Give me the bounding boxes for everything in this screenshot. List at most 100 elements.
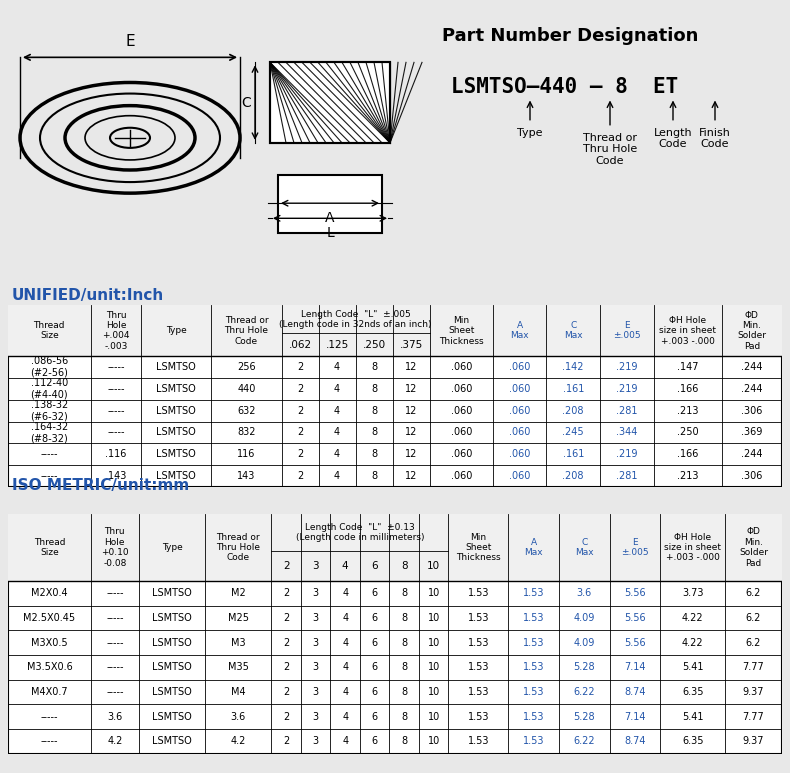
- Text: 5.28: 5.28: [574, 712, 595, 722]
- Text: C: C: [241, 96, 251, 110]
- Text: 116: 116: [237, 449, 256, 459]
- Text: .060: .060: [450, 362, 472, 372]
- Text: 10: 10: [427, 638, 440, 648]
- Text: 3: 3: [312, 561, 319, 571]
- Text: Thread
Size: Thread Size: [33, 321, 65, 340]
- Text: E
±.005: E ±.005: [613, 321, 641, 340]
- Bar: [8, 400, 782, 421]
- Text: LSMTSO: LSMTSO: [156, 471, 196, 481]
- Text: 10: 10: [427, 561, 440, 571]
- Text: 8: 8: [401, 588, 408, 598]
- Text: 8: 8: [401, 712, 408, 722]
- Text: 7.77: 7.77: [743, 662, 765, 673]
- Text: 1.53: 1.53: [523, 613, 544, 623]
- Text: UNIFIED/unit:Inch: UNIFIED/unit:Inch: [12, 288, 164, 303]
- Bar: [8, 421, 782, 444]
- Text: .213: .213: [677, 406, 698, 416]
- Text: .060: .060: [509, 427, 530, 438]
- Text: 2: 2: [297, 362, 303, 372]
- Text: .344: .344: [616, 427, 638, 438]
- Text: 3.73: 3.73: [682, 588, 703, 598]
- Text: 4: 4: [342, 737, 348, 747]
- Text: -----: -----: [107, 362, 125, 372]
- Text: 8: 8: [371, 427, 377, 438]
- Text: 3: 3: [313, 588, 319, 598]
- Text: 7.14: 7.14: [624, 712, 646, 722]
- Text: .244: .244: [741, 449, 762, 459]
- Text: Part Number Designation: Part Number Designation: [442, 27, 698, 45]
- Text: 8: 8: [401, 638, 408, 648]
- Text: LSMTSO: LSMTSO: [156, 427, 196, 438]
- Text: -----: -----: [106, 638, 123, 648]
- Text: 1.53: 1.53: [523, 737, 544, 747]
- Text: 8: 8: [371, 471, 377, 481]
- Text: M2X0.4: M2X0.4: [31, 588, 68, 598]
- Text: 4.2: 4.2: [231, 737, 246, 747]
- Text: 8: 8: [401, 561, 408, 571]
- Text: -----: -----: [40, 737, 58, 747]
- Text: 3: 3: [313, 737, 319, 747]
- Text: 9.37: 9.37: [743, 687, 764, 697]
- Text: Length
Code: Length Code: [653, 128, 692, 149]
- Text: .219: .219: [616, 384, 638, 394]
- Text: Min
Sheet
Thickness: Min Sheet Thickness: [456, 533, 501, 563]
- Text: M35: M35: [228, 662, 249, 673]
- Text: 4: 4: [342, 662, 348, 673]
- Text: 1.53: 1.53: [523, 662, 544, 673]
- Text: LSMTSO–440 – 8  ET: LSMTSO–440 – 8 ET: [451, 77, 679, 97]
- Text: .281: .281: [616, 471, 638, 481]
- Text: 12: 12: [405, 449, 417, 459]
- Text: 10: 10: [427, 588, 440, 598]
- Text: .138-32
(#6-32): .138-32 (#6-32): [30, 400, 68, 421]
- Bar: [8, 729, 782, 754]
- Text: .244: .244: [741, 384, 762, 394]
- Text: LSMTSO: LSMTSO: [152, 712, 192, 722]
- Text: 6.2: 6.2: [746, 613, 762, 623]
- Text: C
Max: C Max: [564, 321, 582, 340]
- Text: E
±.005: E ±.005: [621, 538, 649, 557]
- Text: 2: 2: [283, 687, 289, 697]
- Text: Thru
Hole
+.004
-.003: Thru Hole +.004 -.003: [102, 311, 130, 351]
- Text: Type: Type: [162, 543, 182, 552]
- Text: 6.35: 6.35: [682, 737, 703, 747]
- Text: 1.53: 1.53: [468, 588, 489, 598]
- Text: 4.2: 4.2: [107, 737, 122, 747]
- Text: 2: 2: [297, 384, 303, 394]
- Text: M25: M25: [228, 613, 249, 623]
- Text: 1.53: 1.53: [523, 712, 544, 722]
- Text: 2: 2: [283, 588, 289, 598]
- Text: .060: .060: [450, 406, 472, 416]
- Text: ΦD
Min.
Solder
Pad: ΦD Min. Solder Pad: [739, 527, 768, 567]
- Text: 4: 4: [342, 638, 348, 648]
- Text: Thread or
Thru Hole
Code: Thread or Thru Hole Code: [583, 133, 637, 166]
- Text: 8: 8: [401, 737, 408, 747]
- Text: 4: 4: [342, 588, 348, 598]
- Bar: [8, 305, 782, 356]
- Text: 4.22: 4.22: [682, 638, 704, 648]
- Text: 6: 6: [371, 561, 378, 571]
- Text: 3.6: 3.6: [231, 712, 246, 722]
- Text: .213: .213: [677, 471, 698, 481]
- Text: .244: .244: [741, 362, 762, 372]
- Text: .375: .375: [400, 340, 423, 349]
- Text: .164-32
(#8-32): .164-32 (#8-32): [30, 422, 68, 443]
- Text: 4: 4: [334, 406, 340, 416]
- Text: 12: 12: [405, 384, 417, 394]
- Text: 1.53: 1.53: [523, 588, 544, 598]
- Text: A
Max: A Max: [510, 321, 529, 340]
- Text: 3: 3: [313, 662, 319, 673]
- Text: ISO METRIC/unit:mm: ISO METRIC/unit:mm: [12, 478, 189, 492]
- Text: ΦD
Min.
Solder
Pad: ΦD Min. Solder Pad: [737, 311, 766, 351]
- Text: LSMTSO: LSMTSO: [152, 662, 192, 673]
- Text: .219: .219: [616, 449, 638, 459]
- Text: .281: .281: [616, 406, 638, 416]
- Text: 2: 2: [297, 471, 303, 481]
- Text: -----: -----: [40, 471, 58, 481]
- Text: .250: .250: [363, 340, 386, 349]
- Text: 6: 6: [371, 638, 378, 648]
- Text: 10: 10: [427, 712, 440, 722]
- Text: 8: 8: [371, 384, 377, 394]
- Text: 440: 440: [237, 384, 256, 394]
- Text: 8: 8: [371, 406, 377, 416]
- Text: 10: 10: [427, 613, 440, 623]
